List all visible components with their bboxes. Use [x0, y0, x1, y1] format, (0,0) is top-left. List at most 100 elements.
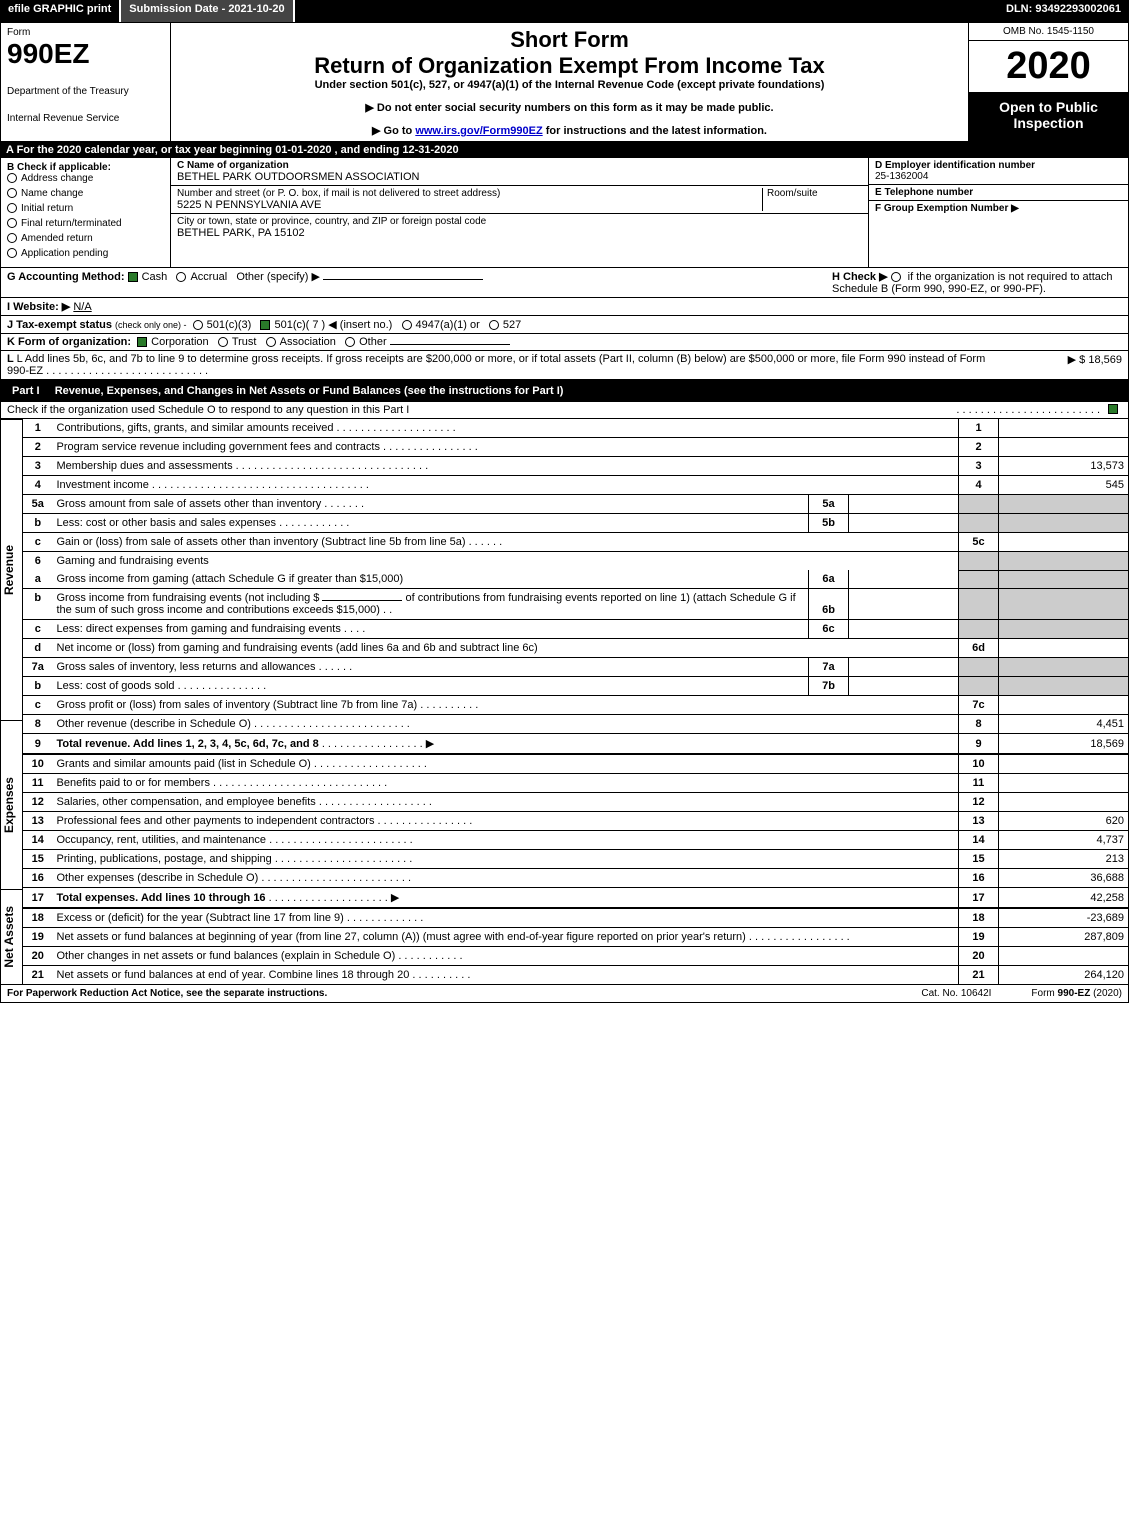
line-9-desc: Total revenue. Add lines 1, 2, 3, 4, 5c,… — [57, 738, 319, 750]
line-21-ref: 21 — [959, 966, 999, 985]
line-11-desc: Benefits paid to or for members — [57, 777, 210, 789]
other-input[interactable] — [323, 279, 483, 280]
line-4-val: 545 — [999, 476, 1129, 495]
part1-header: Part I Revenue, Expenses, and Changes in… — [0, 380, 1129, 402]
line-3-desc: Membership dues and assessments — [57, 460, 233, 472]
line-6a-desc: Gross income from gaming (attach Schedul… — [57, 573, 404, 585]
line-6c-refshade — [959, 620, 999, 639]
line-19-desc: Net assets or fund balances at beginning… — [57, 931, 746, 943]
other-org-input[interactable] — [390, 344, 510, 345]
line-16-num: 16 — [23, 869, 53, 888]
chk-trust[interactable] — [218, 337, 228, 347]
opt-corporation: Corporation — [151, 336, 208, 348]
chk-corporation[interactable] — [137, 337, 147, 347]
line-7b: b Less: cost of goods sold . . . . . . .… — [23, 677, 1129, 696]
line-5a: 5a Gross amount from sale of assets othe… — [23, 495, 1129, 514]
section-k: K Form of organization: Corporation Trus… — [0, 334, 1129, 351]
chk-schedule-b[interactable] — [891, 272, 901, 282]
line-11-ref: 11 — [959, 774, 999, 793]
line-10-ref: 10 — [959, 754, 999, 774]
line-6-desc: Gaming and fundraising events — [57, 555, 209, 567]
line-9: 9 Total revenue. Add lines 1, 2, 3, 4, 5… — [23, 734, 1129, 755]
line-5a-desc: Gross amount from sale of assets other t… — [57, 498, 322, 510]
form-label: Form — [7, 27, 164, 38]
chk-cash[interactable] — [128, 272, 138, 282]
line-15-ref: 15 — [959, 850, 999, 869]
line-17-val: 42,258 — [999, 888, 1129, 909]
chk-name-change[interactable]: Name change — [7, 188, 164, 199]
revenue-table: 1 Contributions, gifts, grants, and simi… — [22, 419, 1129, 985]
line-7a: 7a Gross sales of inventory, less return… — [23, 658, 1129, 677]
line-16-ref: 16 — [959, 869, 999, 888]
omb-number: OMB No. 1545-1150 — [969, 23, 1128, 41]
chk-accrual[interactable] — [176, 272, 186, 282]
chk-final-return[interactable]: Final return/terminated — [7, 218, 164, 229]
line-9-ref: 9 — [959, 734, 999, 755]
line-13-desc: Professional fees and other payments to … — [57, 815, 375, 827]
chk-4947[interactable] — [402, 320, 412, 330]
chk-association[interactable] — [266, 337, 276, 347]
form-header: Form 990EZ Department of the Treasury In… — [0, 22, 1129, 142]
section-a-taxyear: A For the 2020 calendar year, or tax yea… — [0, 142, 1129, 158]
section-h-label: H Check ▶ — [832, 271, 888, 283]
line-3-ref: 3 — [959, 457, 999, 476]
section-b: B Check if applicable: Address change Na… — [1, 158, 171, 267]
chk-501c3[interactable] — [193, 320, 203, 330]
line-6a-valshade — [999, 570, 1129, 589]
line-6b-input[interactable] — [322, 600, 402, 601]
line-16-desc: Other expenses (describe in Schedule O) — [57, 872, 259, 884]
irs-link[interactable]: www.irs.gov/Form990EZ — [415, 125, 542, 137]
opt-other-org: Other — [359, 336, 387, 348]
chk-address-change[interactable]: Address change — [7, 173, 164, 184]
line-20-num: 20 — [23, 947, 53, 966]
chk-501c[interactable] — [260, 320, 270, 330]
line-6b-num: b — [23, 589, 53, 620]
chk-schedule-o-part1[interactable] — [1108, 404, 1118, 414]
line-7b-desc: Less: cost of goods sold — [57, 680, 175, 692]
line-5a-midref: 5a — [809, 495, 849, 514]
line-5b-desc: Less: cost or other basis and sales expe… — [57, 517, 277, 529]
line-6-valshade — [999, 552, 1129, 571]
line-6b-midref: 6b — [809, 589, 849, 620]
efile-print-button[interactable]: efile GRAPHIC print — [0, 0, 121, 22]
line-5b-num: b — [23, 514, 53, 533]
line-14-num: 14 — [23, 831, 53, 850]
line-5a-valshade — [999, 495, 1129, 514]
line-6b-refshade — [959, 589, 999, 620]
line-2-desc: Program service revenue including govern… — [57, 441, 380, 453]
line-12-ref: 12 — [959, 793, 999, 812]
line-13-val: 620 — [999, 812, 1129, 831]
line-8-ref: 8 — [959, 715, 999, 734]
line-6a-midval — [849, 570, 959, 589]
line-3: 3 Membership dues and assessments . . . … — [23, 457, 1129, 476]
line-8-val: 4,451 — [999, 715, 1129, 734]
notice-goto: ▶ Go to www.irs.gov/Form990EZ for instru… — [177, 124, 962, 137]
line-5b-valshade — [999, 514, 1129, 533]
line-15-desc: Printing, publications, postage, and shi… — [57, 853, 272, 865]
chk-amended-return[interactable]: Amended return — [7, 233, 164, 244]
line-4: 4 Investment income . . . . . . . . . . … — [23, 476, 1129, 495]
line-5c: c Gain or (loss) from sale of assets oth… — [23, 533, 1129, 552]
line-6c-midval — [849, 620, 959, 639]
line-1: 1 Contributions, gifts, grants, and simi… — [23, 419, 1129, 438]
chk-application-pending[interactable]: Application pending — [7, 248, 164, 259]
line-14-desc: Occupancy, rent, utilities, and maintena… — [57, 834, 267, 846]
line-2-ref: 2 — [959, 438, 999, 457]
section-l-amount: ▶ $ 18,569 — [1002, 353, 1122, 377]
line-21: 21 Net assets or fund balances at end of… — [23, 966, 1129, 985]
chk-other-org[interactable] — [345, 337, 355, 347]
section-l-text: L Add lines 5b, 6c, and 7b to line 9 to … — [7, 353, 985, 377]
line-20: 20 Other changes in net assets or fund b… — [23, 947, 1129, 966]
line-7a-midref: 7a — [809, 658, 849, 677]
submission-date-button[interactable]: Submission Date - 2021-10-20 — [121, 0, 294, 22]
chk-initial-return[interactable]: Initial return — [7, 203, 164, 214]
line-7a-valshade — [999, 658, 1129, 677]
line-5a-midval — [849, 495, 959, 514]
line-11: 11 Benefits paid to or for members . . .… — [23, 774, 1129, 793]
sections-g-h: G Accounting Method: Cash Accrual Other … — [0, 268, 1129, 298]
line-12-num: 12 — [23, 793, 53, 812]
line-19-num: 19 — [23, 928, 53, 947]
chk-527[interactable] — [489, 320, 499, 330]
line-6c-desc: Less: direct expenses from gaming and fu… — [57, 623, 341, 635]
part1-body: Revenue Expenses Net Assets 1 Contributi… — [0, 419, 1129, 985]
